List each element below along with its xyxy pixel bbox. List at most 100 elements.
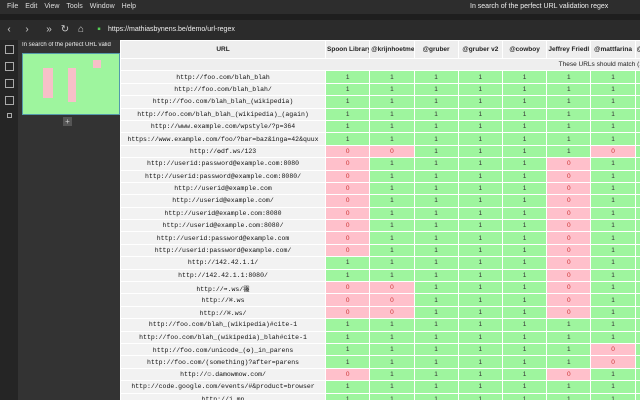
result-cell: 1 (590, 70, 636, 84)
result-cell: 1 (546, 132, 592, 146)
reload-button[interactable]: ↻ (60, 24, 70, 35)
result-cell: 1 (325, 70, 371, 84)
result-cell: 1 (413, 107, 459, 121)
back-button[interactable]: ‹ (7, 24, 11, 35)
url-cell: http://⌘.ws (120, 293, 327, 307)
result-cell: 1 (457, 318, 503, 332)
result-cell: 1 (590, 157, 636, 171)
result-cell: 1 (413, 194, 459, 208)
menu-item[interactable]: Window (89, 3, 115, 10)
url-cell: http://userid:password@example.com:8080/ (120, 169, 327, 183)
result-cell: 1 (501, 181, 548, 196)
result-cell: 1 (634, 305, 640, 320)
result-row: http://userid@example.com:8080/01111011 (120, 219, 640, 233)
result-cell: 1 (325, 95, 371, 109)
result-cell: 1 (369, 82, 415, 97)
result-cell: 1 (413, 144, 459, 159)
menu-bar: In search of the perfect URL validation … (0, 0, 640, 14)
result-cell: 1 (369, 181, 415, 196)
forward-button[interactable]: › (25, 24, 29, 35)
column-header: URL (120, 40, 327, 59)
result-cell: 0 (325, 206, 371, 221)
menu-item[interactable]: Help (121, 3, 137, 10)
add-tab-button[interactable]: + (63, 117, 72, 126)
result-cell: 0 (546, 219, 592, 233)
result-cell: 1 (634, 194, 640, 208)
result-row: http://⌘.ws00111011 (120, 293, 640, 307)
url-cell: http://foo.com/blah_(wikipedia)#cite-1 (120, 318, 327, 332)
result-cell: 1 (457, 157, 503, 171)
result-cell: 1 (325, 392, 371, 400)
result-cell: 1 (634, 355, 640, 369)
home-button[interactable]: ⌂ (77, 24, 85, 35)
tab-title[interactable]: In search of the perfect URL valid (22, 42, 111, 48)
url-cell: http://www.example.com/wpstyle/?p=364 (120, 119, 327, 134)
result-cell: 0 (590, 355, 636, 369)
result-row: http://j.mp11111111 (120, 392, 640, 400)
fast-forward-button[interactable]: » (46, 24, 52, 35)
section-row: These URLs should match (1 → correct) (120, 57, 640, 72)
menu-item[interactable]: View (44, 3, 60, 10)
column-header: Spoon Library (325, 40, 371, 59)
notes-icon[interactable] (5, 96, 14, 105)
result-cell: 0 (546, 367, 592, 382)
result-cell: 0 (325, 157, 371, 171)
result-cell: 1 (413, 70, 459, 84)
column-header: @cowboy (501, 40, 548, 59)
result-cell: 1 (369, 107, 415, 121)
result-cell: 1 (501, 305, 548, 320)
result-cell: 1 (546, 107, 592, 121)
result-cell: 1 (457, 181, 503, 196)
column-header: @stephenhay (634, 40, 640, 59)
result-row: http://foo.com/blah_blah_(wikipedia)_(ag… (120, 107, 640, 121)
result-cell: 0 (325, 181, 371, 196)
lock-icon: ▪ (97, 24, 101, 35)
result-cell: 1 (501, 107, 548, 121)
result-cell: 0 (546, 194, 592, 208)
menu-item[interactable]: Edit (25, 3, 38, 10)
result-cell: 1 (457, 95, 503, 109)
column-header: @gruber v2 (457, 40, 503, 59)
url-cell: http://userid@example.com/ (120, 194, 327, 208)
result-cell: 1 (546, 392, 592, 400)
result-cell: 1 (546, 355, 592, 369)
result-cell: 1 (634, 318, 640, 332)
mail-icon[interactable] (5, 62, 14, 71)
result-cell: 1 (590, 82, 636, 97)
result-row: http://foo.com/blah_blah11111111 (120, 70, 640, 84)
result-cell: 1 (369, 268, 415, 283)
address-field[interactable]: https://mathiasbynens.be/demo/url-regex (108, 26, 235, 33)
downloads-icon[interactable] (5, 79, 14, 88)
result-cell: 1 (413, 206, 459, 221)
result-cell: 1 (457, 206, 503, 221)
result-cell: 1 (325, 380, 371, 394)
result-row: http://foo.com/(something)?after=parens 1… (120, 355, 640, 369)
bookmarks-icon[interactable] (5, 45, 14, 54)
result-cell: 1 (457, 330, 503, 345)
menu-item[interactable]: File (7, 3, 19, 10)
result-cell: 1 (501, 392, 548, 400)
result-cell: 1 (413, 293, 459, 307)
result-row: http://foo.com/blah_(wikipedia)#cite-1 1 1… (120, 318, 640, 332)
column-header: @mattfarina (590, 40, 636, 59)
menu-item[interactable]: Tools (66, 3, 83, 10)
result-cell: 1 (634, 95, 640, 109)
result-cell: 1 (325, 132, 371, 146)
result-cell: 1 (590, 107, 636, 121)
url-cell: http://userid:password@example.com (120, 231, 327, 245)
result-cell: 1 (634, 169, 640, 183)
result-cell: 1 (590, 119, 636, 134)
result-cell: 0 (325, 144, 371, 159)
result-cell: 1 (501, 231, 548, 245)
result-cell: 1 (457, 342, 503, 357)
settings-icon[interactable] (7, 113, 12, 118)
url-cell: http://foo.com/blah_blah (120, 70, 327, 84)
result-cell: 1 (590, 169, 636, 183)
url-cell: http://code.google.com/events/#&product=… (120, 380, 327, 394)
tab-thumbnail[interactable] (22, 53, 120, 115)
result-row: http://142.42.1.1:8080/11111011 (120, 268, 640, 283)
url-cell: http://foo.com/blah_blah_(wikipedia)_(ag… (120, 107, 327, 121)
result-cell: 1 (634, 243, 640, 258)
result-cell: 1 (590, 95, 636, 109)
result-cell: 1 (590, 293, 636, 307)
